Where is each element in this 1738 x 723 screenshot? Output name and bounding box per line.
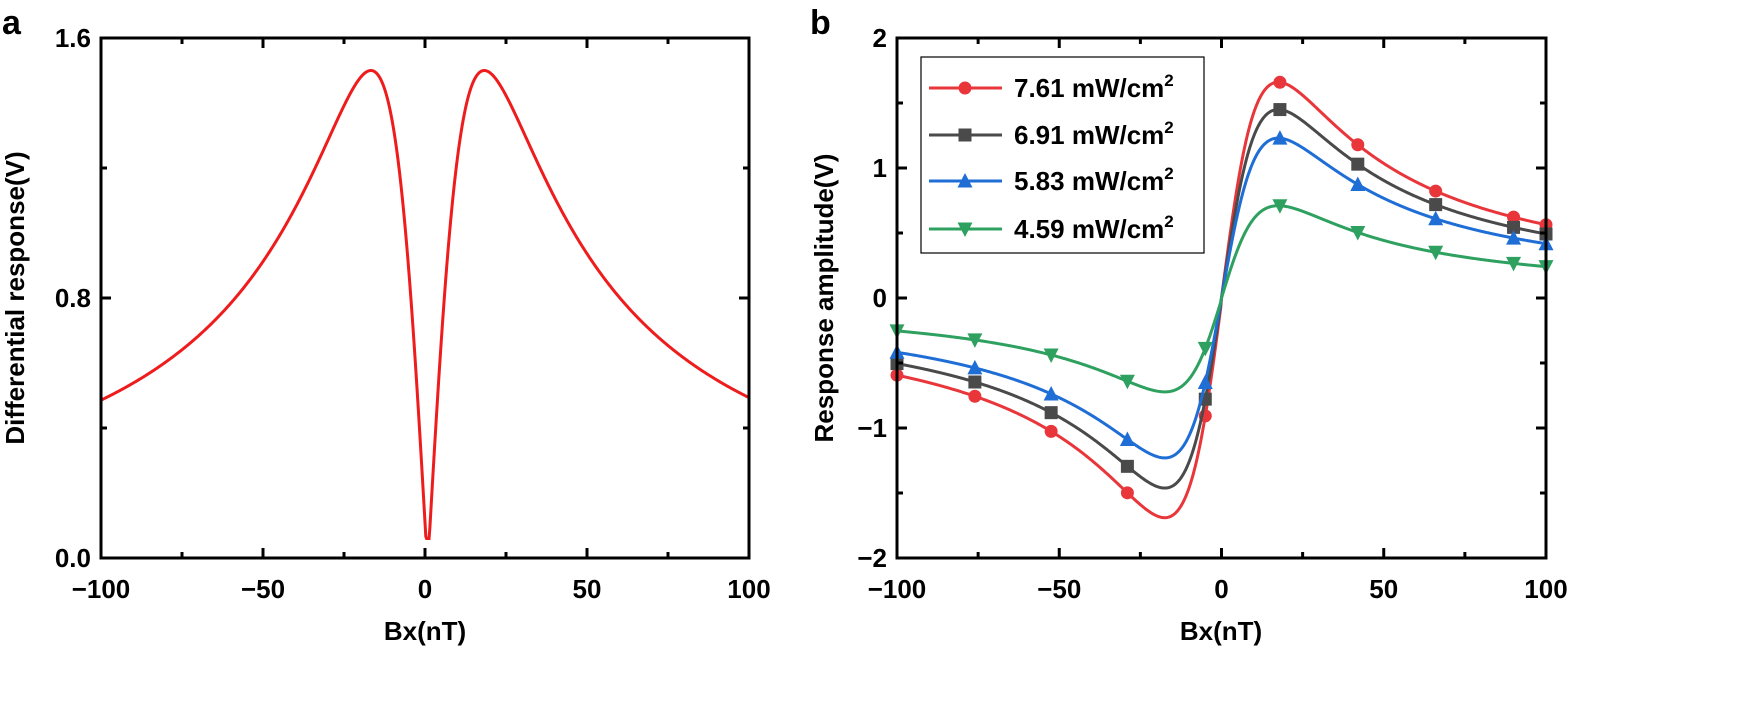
panel-b-series-marker-2 <box>1506 230 1522 245</box>
panel-b-series-marker-0 <box>1273 75 1287 89</box>
panel-b-series-marker-2 <box>1350 176 1366 191</box>
b-y-tick-label: 0 <box>873 283 887 313</box>
panel-b-series-marker-2 <box>1043 385 1059 401</box>
panel-b-series-marker-3 <box>1272 199 1288 214</box>
legend-marker-0 <box>958 81 972 95</box>
panel-b: b −100 −50 0 50 100 −2 −1 0 1 2 Bx(nT) Response a… <box>809 4 1568 646</box>
panel-b-series-marker-3 <box>1428 245 1444 261</box>
panel-b-series-marker-0 <box>968 389 982 403</box>
legend-label-2: 5.83 mW/cm2 <box>1014 164 1174 196</box>
panel-b-label: b <box>810 4 831 42</box>
panel-b-series-marker-0 <box>1120 486 1134 500</box>
panel-b-series-marker-3 <box>967 333 983 348</box>
b-x-tick-label: 50 <box>1369 574 1398 604</box>
panel-b-tick-labels: −100 −50 0 50 100 −2 −1 0 1 2 <box>857 23 1567 604</box>
a-y-tick-label: 0.8 <box>55 283 91 313</box>
legend-label-1: 6.91 mW/cm2 <box>1014 118 1174 150</box>
panel-b-legend: 7.61 mW/cm2 6.91 mW/cm2 5.83 mW/cm2 4.59 mW… <box>920 56 1205 254</box>
legend-label-0: 7.61 mW/cm2 <box>1014 71 1174 103</box>
b-x-tick-label: 100 <box>1524 574 1567 604</box>
panel-b-series-marker-2 <box>1119 431 1135 446</box>
panel-b-series-marker-1 <box>1507 220 1521 234</box>
a-y-tick-label: 1.6 <box>55 23 91 53</box>
panel-b-series-marker-2 <box>1197 374 1213 389</box>
panel-b-series-marker-1 <box>1429 198 1443 212</box>
legend-marker-1 <box>958 128 972 142</box>
panel-b-series-marker-2 <box>1272 130 1288 145</box>
panel-b-series-marker-3 <box>1119 374 1135 390</box>
a-y-tick-label: 0.0 <box>55 543 91 573</box>
panel-b-series-marker-3 <box>1350 225 1366 241</box>
panel-a-ticks <box>99 36 751 560</box>
panel-b-series-marker-2 <box>1428 210 1444 226</box>
panel-b-series-marker-3 <box>1043 348 1059 363</box>
panel-b-curve-layer <box>889 75 1554 520</box>
a-x-tick-label: 100 <box>727 574 770 604</box>
panel-a-x-axis-title: Bx(nT) <box>384 616 466 646</box>
panel-b-series-marker-0 <box>1351 138 1365 152</box>
b-y-tick-label: −1 <box>857 413 887 443</box>
panel-b-ticks <box>895 36 1548 560</box>
panel-a-series-line <box>100 68 750 540</box>
legend-marker-2 <box>957 173 973 188</box>
panel-a-frame <box>99 36 751 560</box>
panel-b-x-axis-title: Bx(nT) <box>1180 616 1262 646</box>
panel-b-series-marker-3 <box>1197 341 1213 357</box>
a-x-tick-label: −100 <box>72 574 131 604</box>
panel-b-series-marker-1 <box>968 375 982 389</box>
panel-b-series-marker-1 <box>1120 459 1134 473</box>
b-x-tick-label: −100 <box>868 574 927 604</box>
b-y-tick-label: 1 <box>873 153 887 183</box>
panel-b-series-marker-0 <box>1044 424 1058 438</box>
legend-marker-3 <box>957 222 973 237</box>
panel-b-series-marker-2 <box>967 359 983 375</box>
panel-b-series-marker-0 <box>1429 184 1443 198</box>
b-x-tick-label: 0 <box>1214 574 1228 604</box>
panel-a-y-axis-title: Differential response(V) <box>0 151 30 444</box>
a-x-tick-label: −50 <box>241 574 285 604</box>
panel-b-series-marker-1 <box>1044 406 1058 420</box>
panel-b-series-marker-1 <box>1351 157 1365 171</box>
legend-label-3: 4.59 mW/cm2 <box>1014 212 1174 244</box>
a-x-tick-label: 50 <box>573 574 602 604</box>
panel-b-series-marker-3 <box>1506 256 1522 272</box>
panel-a-curve-layer <box>100 68 750 540</box>
b-x-tick-label: −50 <box>1037 574 1081 604</box>
panel-b-series-marker-0 <box>1507 210 1521 224</box>
b-y-tick-label: 2 <box>873 23 887 53</box>
panel-a-label: a <box>2 4 22 42</box>
panel-b-y-axis-title: Response amplitude(V) <box>809 154 839 443</box>
b-y-tick-label: −2 <box>857 543 887 573</box>
a-x-tick-label: 0 <box>418 574 432 604</box>
panel-a: a −100 −50 0 50 100 0.0 0.8 1.6 Bx(nT) Differen… <box>0 4 771 646</box>
panel-b-series-marker-1 <box>1273 103 1287 117</box>
panel-a-tick-labels: −100 −50 0 50 100 0.0 0.8 1.6 <box>55 23 771 604</box>
